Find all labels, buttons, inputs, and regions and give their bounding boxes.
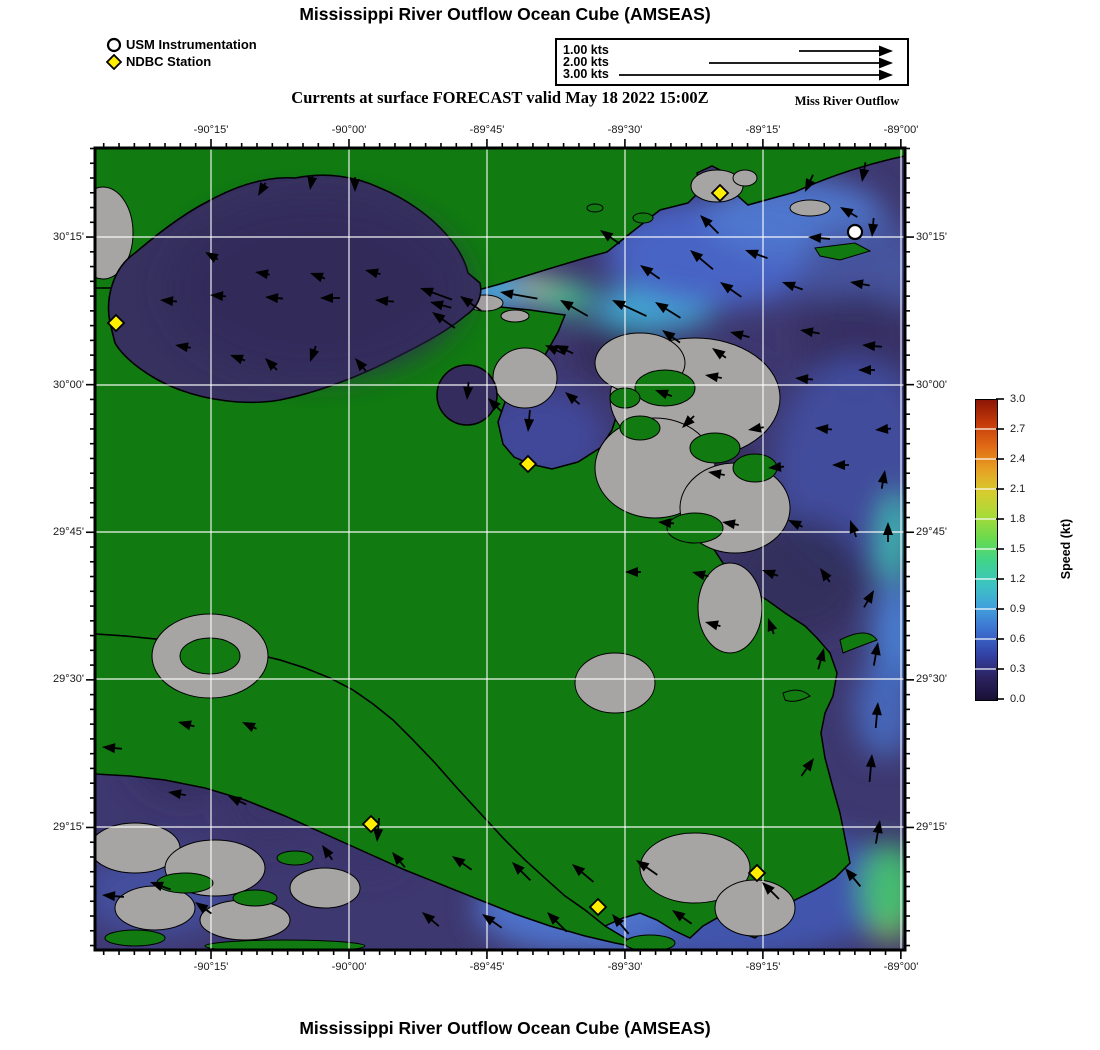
x-tick-bottom: -89°15'	[745, 961, 781, 973]
map-area	[86, 139, 914, 959]
x-tick-top: -90°00'	[331, 124, 367, 136]
ndbc-station-marker	[361, 814, 381, 834]
y-tick-left: 29°15'	[53, 821, 84, 833]
x-tick-top: -89°15'	[745, 124, 781, 136]
colorbar-tick-label: 3.0	[1010, 393, 1026, 405]
legend-ndbc-label: NDBC Station	[126, 54, 212, 69]
marker-legend: USM Instrumentation NDBC Station	[106, 36, 257, 70]
x-tick-bottom: -90°15'	[193, 961, 229, 973]
y-tick-left: 30°15'	[53, 231, 84, 243]
scale-arrows	[619, 45, 893, 81]
y-tick-left: 30°00'	[53, 379, 84, 391]
y-tick-right: 29°45'	[916, 526, 947, 538]
colorbar-tick-label: 0.3	[1010, 663, 1026, 675]
scale-1kt-label: 1.00 kts	[563, 43, 609, 57]
colorbar-tick-label: 2.4	[1010, 453, 1026, 465]
y-tick-left: 29°30'	[53, 673, 84, 685]
x-tick-bottom: -90°00'	[331, 961, 367, 973]
station-layer	[106, 183, 864, 917]
map-frame	[93, 146, 907, 952]
y-tick-right: 29°15'	[916, 821, 947, 833]
colorbar-tick-label: 1.8	[1010, 513, 1026, 525]
colorbar	[975, 399, 998, 701]
ndbc-station-marker	[747, 863, 767, 883]
usm-circle-icon	[106, 37, 122, 52]
x-tick-bottom: -89°30'	[607, 961, 643, 973]
map-svg	[86, 139, 914, 959]
colorbar-ticks	[975, 398, 1004, 700]
x-tick-top: -89°30'	[607, 124, 643, 136]
y-tick-left: 29°45'	[53, 526, 84, 538]
legend-usm-row: USM Instrumentation	[106, 36, 257, 53]
vector-scale-box: 1.00 kts 2.00 kts 3.00 kts	[555, 38, 909, 86]
x-tick-top: -89°00'	[883, 124, 919, 136]
barrier-coast-land	[95, 633, 641, 949]
ndbc-diamond-icon	[106, 53, 122, 70]
y-tick-right: 30°15'	[916, 231, 947, 243]
legend-usm-label: USM Instrumentation	[126, 37, 257, 52]
colorbar-tick-label: 1.2	[1010, 573, 1026, 585]
x-tick-bottom: -89°45'	[469, 961, 505, 973]
legend-ndbc-row: NDBC Station	[106, 53, 257, 70]
region-label: Miss River Outflow	[794, 94, 900, 108]
ndbc-station-marker	[588, 897, 608, 917]
scale-3kt-label: 3.00 kts	[563, 67, 609, 81]
colorbar-tick-label: 0.0	[1010, 693, 1026, 705]
x-tick-top: -90°15'	[193, 124, 229, 136]
ndbc-station-marker	[518, 454, 538, 474]
forecast-subtitle: Currents at surface FORECAST valid May 1…	[291, 88, 709, 107]
bottom-title: Mississippi River Outflow Ocean Cube (AM…	[299, 1018, 711, 1038]
ndbc-station-marker	[710, 183, 730, 203]
colorbar-title: Speed (kt)	[1059, 518, 1074, 580]
colorbar-tick-label: 2.7	[1010, 423, 1026, 435]
y-tick-right: 30°00'	[916, 379, 947, 391]
colorbar-tick-label: 2.1	[1010, 483, 1026, 495]
x-tick-bottom: -89°00'	[883, 961, 919, 973]
ndbc-station-marker	[106, 313, 126, 333]
grid-layer	[95, 148, 905, 950]
island-layer	[104, 203, 878, 950]
scale-2kt-label: 2.00 kts	[563, 55, 609, 69]
current-vectors	[102, 162, 893, 935]
x-tick-top: -89°45'	[469, 124, 505, 136]
y-tick-right: 29°30'	[916, 673, 947, 685]
colorbar-tick-label: 0.6	[1010, 633, 1026, 645]
axis-ticks	[86, 139, 914, 959]
lake-tint	[165, 198, 465, 378]
colorbar-tick-label: 1.5	[1010, 543, 1026, 555]
colorbar-tick-label: 0.9	[1010, 603, 1026, 615]
page-title: Mississippi River Outflow Ocean Cube (AM…	[299, 4, 711, 24]
usm-station-marker	[846, 223, 864, 241]
